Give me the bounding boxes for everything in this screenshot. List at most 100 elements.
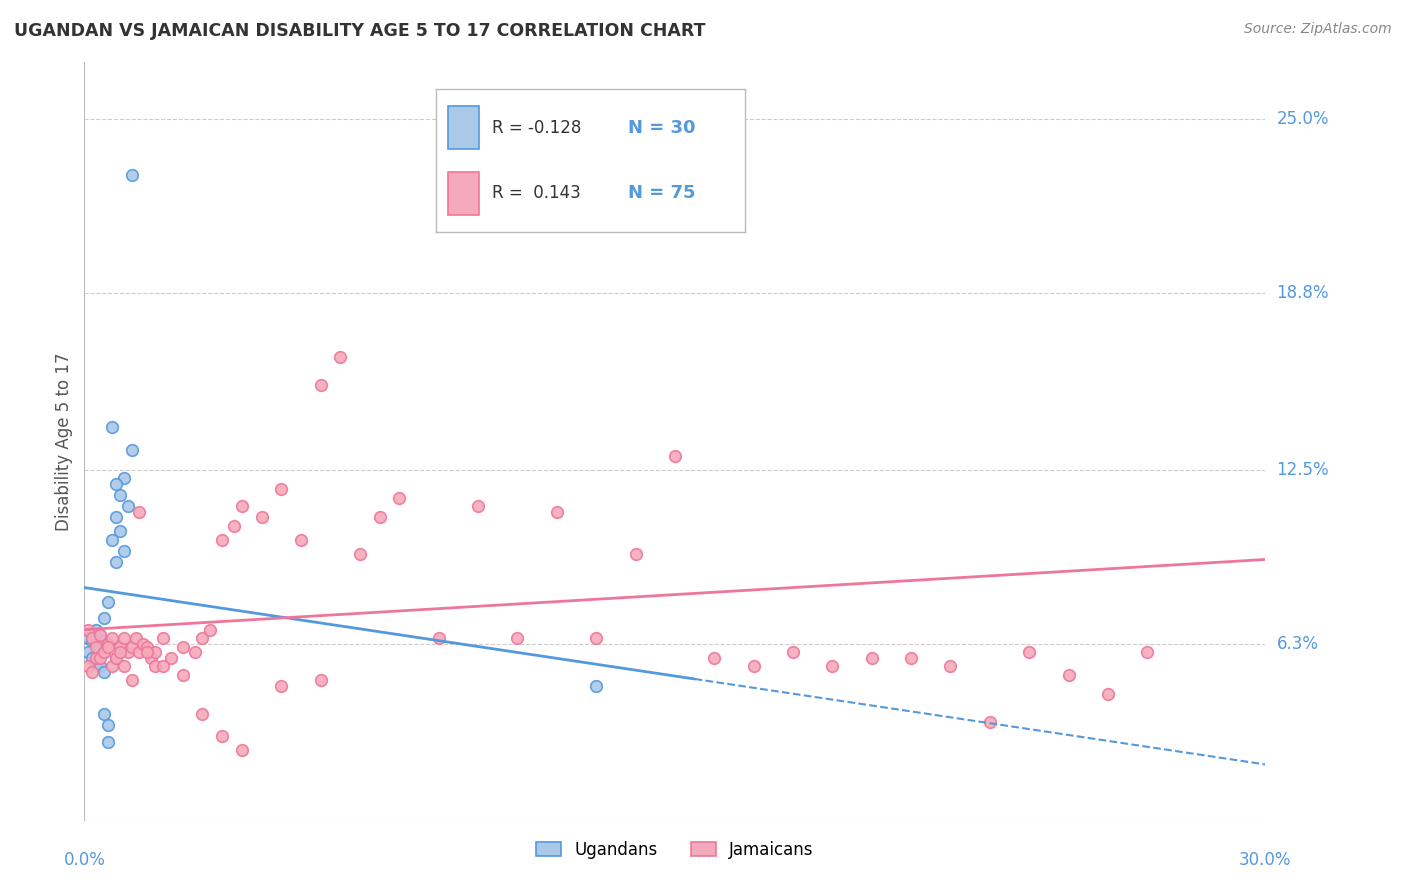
Point — [222, 518, 245, 533]
Point — [782, 645, 804, 659]
Point — [89, 628, 111, 642]
Point — [101, 659, 124, 673]
Point — [183, 645, 205, 659]
Point — [585, 631, 607, 645]
Point — [349, 547, 371, 561]
Point — [93, 645, 115, 659]
Point — [89, 659, 111, 673]
Point — [89, 650, 111, 665]
Point — [128, 505, 150, 519]
Point — [108, 645, 131, 659]
Point — [84, 657, 107, 671]
Y-axis label: Disability Age 5 to 17: Disability Age 5 to 17 — [55, 352, 73, 531]
Point — [104, 476, 127, 491]
Point — [979, 715, 1001, 730]
Point — [84, 637, 107, 651]
Text: 6.3%: 6.3% — [1277, 635, 1319, 653]
Point — [101, 631, 124, 645]
Point — [388, 491, 411, 505]
Point — [82, 634, 104, 648]
Point — [121, 673, 143, 688]
Point — [1136, 645, 1159, 659]
Point — [93, 634, 115, 648]
Point — [93, 645, 115, 659]
Point — [108, 524, 131, 539]
Point — [97, 718, 120, 732]
Point — [152, 659, 174, 673]
Point — [77, 645, 100, 659]
Point — [270, 483, 292, 497]
Point — [136, 645, 159, 659]
Point — [900, 650, 922, 665]
Point — [270, 679, 292, 693]
Point — [84, 623, 107, 637]
Text: 18.8%: 18.8% — [1277, 284, 1329, 301]
Text: 0.0%: 0.0% — [63, 851, 105, 869]
Text: 25.0%: 25.0% — [1277, 110, 1329, 128]
Point — [290, 533, 312, 547]
Point — [82, 665, 104, 679]
Point — [104, 510, 127, 524]
Point — [143, 645, 166, 659]
Point — [121, 640, 143, 654]
Point — [77, 631, 100, 645]
Point — [77, 623, 100, 637]
Point — [121, 442, 143, 457]
Point — [84, 640, 107, 654]
Point — [82, 631, 104, 645]
Point — [172, 640, 194, 654]
Legend: Ugandans, Jamaicans: Ugandans, Jamaicans — [529, 834, 821, 865]
Point — [329, 351, 352, 365]
Point — [132, 637, 155, 651]
Point — [427, 631, 450, 645]
Point — [1057, 667, 1080, 681]
Text: R =  0.143: R = 0.143 — [492, 185, 581, 202]
Point — [97, 640, 120, 654]
Text: N = 75: N = 75 — [627, 185, 695, 202]
Bar — [449, 172, 479, 215]
Point — [546, 505, 568, 519]
Point — [128, 645, 150, 659]
Text: N = 30: N = 30 — [627, 119, 695, 136]
Point — [104, 650, 127, 665]
Point — [703, 650, 725, 665]
Point — [112, 544, 135, 558]
Point — [117, 645, 139, 659]
Point — [191, 706, 214, 721]
Point — [211, 533, 233, 547]
Point — [624, 547, 647, 561]
Point — [231, 499, 253, 513]
Point — [104, 555, 127, 569]
Bar — [449, 106, 479, 149]
Point — [93, 706, 115, 721]
Point — [101, 420, 124, 434]
Point — [89, 640, 111, 654]
Point — [309, 378, 332, 392]
Point — [742, 659, 765, 673]
Point — [664, 449, 686, 463]
Point — [82, 650, 104, 665]
Point — [108, 488, 131, 502]
Point — [97, 594, 120, 608]
Point — [506, 631, 529, 645]
Point — [141, 650, 163, 665]
Point — [101, 533, 124, 547]
Text: 30.0%: 30.0% — [1239, 851, 1292, 869]
Point — [211, 730, 233, 744]
Point — [84, 650, 107, 665]
Point — [1018, 645, 1040, 659]
Point — [77, 659, 100, 673]
Point — [160, 650, 183, 665]
Point — [585, 679, 607, 693]
Point — [93, 611, 115, 625]
Point — [108, 640, 131, 654]
Point — [117, 499, 139, 513]
Point — [860, 650, 883, 665]
Point — [121, 168, 143, 182]
Text: Source: ZipAtlas.com: Source: ZipAtlas.com — [1244, 22, 1392, 37]
Text: UGANDAN VS JAMAICAN DISABILITY AGE 5 TO 17 CORRELATION CHART: UGANDAN VS JAMAICAN DISABILITY AGE 5 TO … — [14, 22, 706, 40]
Point — [231, 743, 253, 757]
Point — [309, 673, 332, 688]
Point — [939, 659, 962, 673]
Point — [93, 665, 115, 679]
